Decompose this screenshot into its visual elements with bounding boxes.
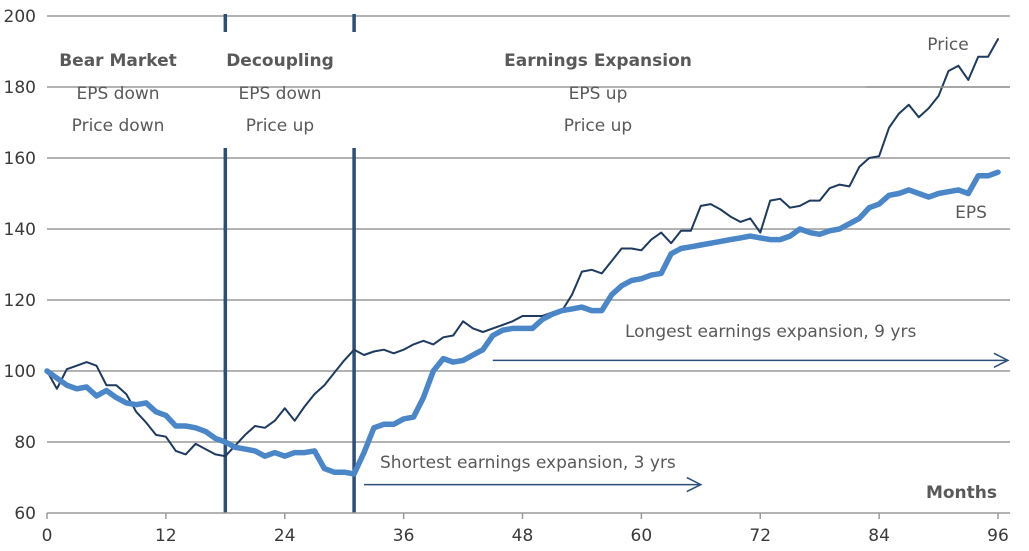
phase-title: Bear Market [59, 51, 177, 71]
series-labels: Price EPS [866, 35, 1010, 223]
series-lines [44, 38, 1001, 477]
phase-title: Earnings Expansion [504, 51, 692, 71]
annotation-arrowhead [686, 476, 703, 493]
x-tick-label: 24 [274, 526, 296, 546]
gridlines [47, 15, 1010, 443]
series-label-eps: EPS [955, 203, 987, 223]
phase-price-label: Price up [246, 116, 314, 136]
phase-eps-label: EPS up [569, 84, 628, 104]
phase-labels: Bear Market EPS down Price down Decoupling E… [59, 51, 692, 136]
y-tick-label: 140 [4, 220, 36, 240]
annotations: Longest earnings expansion, 9 yrs Shortes… [364, 322, 1010, 493]
x-tick-label: 96 [987, 526, 1009, 546]
x-tick-label: 36 [393, 526, 415, 546]
phase-price-label: Price down [72, 116, 165, 136]
series-line-price [46, 38, 999, 458]
x-tick-label: 84 [868, 526, 890, 546]
annotation-arrowhead [993, 352, 1010, 369]
phase-dividers [223, 14, 356, 513]
x-tick-label: 0 [42, 526, 53, 546]
phase-eps-label: EPS down [76, 84, 159, 104]
axes: 0 12 24 36 48 60 72 84 96 60 80 100 120 140 160 180 200 M… [4, 7, 1010, 546]
x-tick-label: 48 [512, 526, 534, 546]
y-tick-label: 160 [4, 149, 36, 169]
phase-title: Decoupling [226, 51, 334, 71]
x-tick-label: 12 [155, 526, 177, 546]
x-tick-label: 60 [631, 526, 653, 546]
series-label-price: Price [927, 35, 968, 55]
y-tick-label: 60 [14, 504, 36, 524]
y-tick-label: 200 [4, 7, 36, 27]
x-axis-label: Months [926, 483, 997, 503]
y-tick-label: 100 [4, 362, 36, 382]
phase-eps-label: EPS down [238, 84, 321, 104]
y-tick-label: 180 [4, 78, 36, 98]
phase-price-label: Price up [564, 116, 632, 136]
y-tick-label: 120 [4, 291, 36, 311]
x-tick-label: 72 [749, 526, 771, 546]
annotation-text: Longest earnings expansion, 9 yrs [625, 322, 916, 342]
annotation-text: Shortest earnings expansion, 3 yrs [380, 453, 676, 473]
series-line-eps [44, 169, 1001, 477]
y-tick-label: 80 [14, 433, 36, 453]
